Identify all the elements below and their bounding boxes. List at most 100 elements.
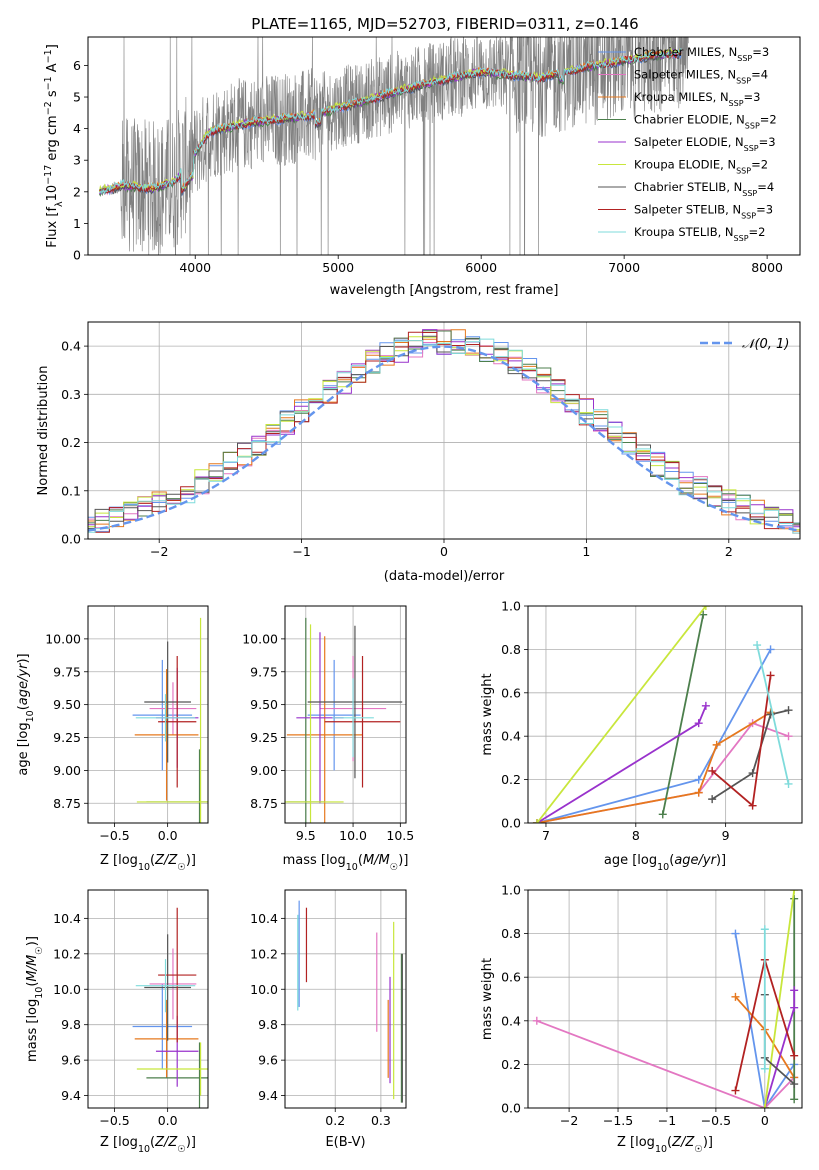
errorbar-point <box>146 1042 208 1108</box>
mass_weight_vs_age-panel: 7 8 9 0.0 0.2 0.4 0.6 0.8 1.0 age [log10(age/yr)]… <box>480 599 803 873</box>
x-tick-label: 7000 <box>608 260 640 275</box>
y-tick-label: 0.8 <box>501 642 521 657</box>
mass_vs_z-panel: −0.5 0.0 9.4 9.6 9.8 10.0 10.2 10.4 Z [log10(Z/Z… <box>25 889 209 1155</box>
weight-line <box>536 606 707 823</box>
observed-spectrum-line <box>99 37 689 255</box>
legend-series-name: Salpeter MILES, N <box>634 68 736 82</box>
spectrum-xlabel: wavelength [Angstrom, rest frame] <box>330 283 559 298</box>
mass-weight-vs-age-ylabel: mass weight <box>480 673 495 755</box>
y-tick-label: 0.4 <box>501 1013 521 1028</box>
mass_weight_vs_age-plot-area <box>528 606 802 823</box>
y-tick-label: 1.0 <box>501 599 521 614</box>
errorbar-point <box>134 669 199 801</box>
legend-series-name: Salpeter ELODIE, N <box>634 135 744 149</box>
legend-entry: Kroupa STELIB, NSSP=2 <box>634 225 765 243</box>
legend-subscript: SSP <box>736 166 751 175</box>
weight-line <box>661 614 705 815</box>
x-tick-label: 10.5 <box>386 828 414 843</box>
weight-series <box>708 706 793 804</box>
weight-line <box>756 644 790 785</box>
errorbar-point <box>307 625 403 779</box>
y-tick-label: 0.4 <box>501 729 521 744</box>
x-tick-label: 0.0 <box>158 1113 178 1128</box>
mass_weight_vs_z-plot-area <box>528 890 802 1108</box>
residual-histogram <box>88 330 800 524</box>
weight-series <box>753 641 793 788</box>
x-tick-label: 0.0 <box>158 828 178 843</box>
legend-entry: Salpeter STELIB, NSSP=3 <box>634 203 773 221</box>
y-tick-label: 2 <box>73 184 81 199</box>
x-tick-label: −1 <box>292 544 310 559</box>
y-tick-label: 0.0 <box>61 532 81 547</box>
weight-line <box>734 933 795 1108</box>
x-tick-label: 0 <box>440 544 448 559</box>
spectrum-frame <box>87 36 801 256</box>
legend-entry: Chabrier ELODIE, NSSP=2 <box>634 113 777 131</box>
mass-weight-vs-age-xlabel: age [log10(age/yr)] <box>604 853 726 873</box>
weight-marker <box>532 1016 541 1025</box>
weight-marker <box>790 1003 799 1012</box>
residuals-frame <box>87 321 801 540</box>
y-tick-label: 4 <box>73 121 81 136</box>
y-tick-label: 3 <box>73 153 81 168</box>
age_vs_mass-plot-area <box>285 606 406 823</box>
weight-marker <box>701 701 710 710</box>
y-tick-label: 0.2 <box>61 435 81 450</box>
y-tick-label: 9.00 <box>250 763 278 778</box>
legend-entry: 𝒩(0, 1) <box>742 337 789 352</box>
x-tick-label: 5000 <box>322 260 354 275</box>
weight-marker <box>784 732 793 741</box>
weight-marker <box>790 890 799 894</box>
mass_vs_z-frame <box>87 889 209 1109</box>
y-tick-label: 8.75 <box>250 796 278 811</box>
weight-marker <box>760 925 769 934</box>
residuals-ylabel: Normed distribution <box>36 366 51 496</box>
x-tick-label: 1 <box>582 544 590 559</box>
weight-marker <box>699 610 708 619</box>
weight-marker <box>748 801 757 810</box>
y-tick-label: 0.2 <box>501 772 521 787</box>
weight-marker <box>790 986 799 995</box>
errorbar-point <box>285 624 344 823</box>
errorbar-point <box>135 959 196 1013</box>
errorbar-point <box>324 655 401 788</box>
weight-marker <box>708 766 717 775</box>
legend-entry: Chabrier MILES, NSSP=3 <box>634 45 769 63</box>
x-tick-label: −1.5 <box>603 1113 633 1128</box>
y-tick-label: 0.1 <box>61 483 81 498</box>
x-tick-label: −0.5 <box>99 1113 129 1128</box>
y-tick-label: 1.0 <box>501 883 521 898</box>
errorbar-point <box>135 694 196 742</box>
legend-series-name: Chabrier MILES, N <box>634 45 737 59</box>
age-vs-mass-xlabel: mass [log10(M/M☉)] <box>283 853 409 873</box>
errorbar-point <box>136 617 208 823</box>
normal-distribution-curve <box>88 345 798 532</box>
x-tick-label: 8 <box>632 828 640 843</box>
legend-subscript: SSP <box>736 76 751 85</box>
x-tick-label: 0 <box>761 1113 769 1128</box>
weight-marker <box>748 769 757 778</box>
legend-series-name: Chabrier ELODIE, N <box>634 113 745 127</box>
y-tick-label: 9.4 <box>61 1088 81 1103</box>
y-tick-label: 10.4 <box>53 911 81 926</box>
y-tick-label: 6 <box>73 58 81 73</box>
legend-nssp: =2 <box>751 158 768 172</box>
legend-nssp: =2 <box>760 113 777 127</box>
x-tick-label: 7 <box>542 828 550 843</box>
mass-vs-ebv-xlabel: E(B-V) <box>325 1135 365 1150</box>
x-tick-label: 8000 <box>751 260 783 275</box>
y-tick-label: 0.6 <box>501 685 521 700</box>
weight-marker <box>753 641 762 650</box>
weight-marker <box>694 775 703 784</box>
residual-histogram <box>88 338 800 534</box>
weight-series <box>760 890 799 1108</box>
y-tick-label: 0 <box>73 248 81 263</box>
errorbar-point <box>144 641 192 763</box>
legend-nssp: =3 <box>752 45 769 59</box>
y-tick-label: 1 <box>73 216 81 231</box>
errorbar-point <box>158 655 197 788</box>
errorbar-point <box>132 983 193 1070</box>
x-tick-label: −2 <box>560 1113 578 1128</box>
y-tick-label: 10.0 <box>250 982 278 997</box>
y-tick-label: 0.6 <box>501 970 521 985</box>
